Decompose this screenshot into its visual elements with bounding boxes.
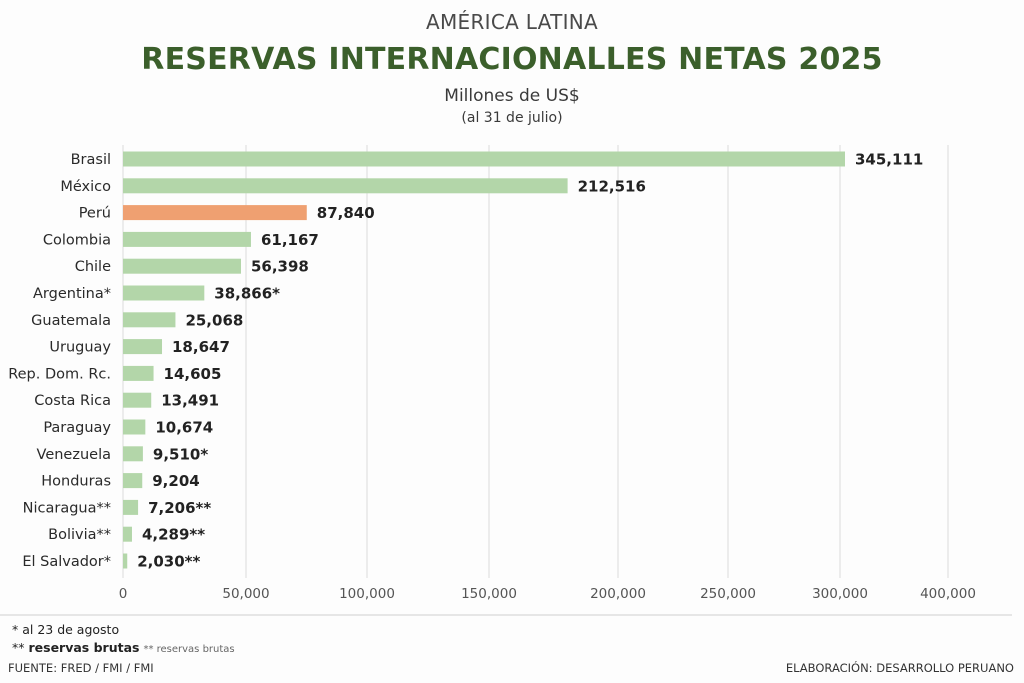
value-label: 7,206**	[148, 499, 211, 517]
footnote-mark: **	[12, 640, 25, 655]
source-note: FUENTE: FRED / FMI / FMI	[8, 661, 154, 675]
value-label: 13,491	[161, 392, 219, 410]
bar-rep-dom-rc	[123, 365, 154, 381]
category-label: Paraguay	[43, 420, 111, 436]
bar-méxico	[123, 178, 568, 194]
x-tick-label: 250,000	[700, 586, 756, 602]
footnote-text: reservas brutas	[28, 640, 140, 655]
value-labels: 345,111 212,516 87,840 61,167 56,398 38,866* 2…	[137, 151, 923, 571]
footnote-double-asterisk: ** reservas brutas ** reservas brutas	[12, 640, 235, 655]
category-label: Venezuela	[37, 447, 111, 463]
bar-brasil	[123, 151, 845, 167]
category-label: México	[60, 179, 111, 195]
category-label: Costa Rica	[34, 393, 111, 409]
value-label: 4,289**	[142, 526, 205, 544]
bar-chart: Brasil México Perú Colombia Chile Argentina* G…	[8, 145, 976, 602]
value-label: 212,516	[578, 177, 646, 195]
value-label: 18,647	[172, 338, 230, 356]
bar-venezuela	[123, 446, 143, 462]
category-label: Chile	[75, 259, 111, 275]
footnote-text-small: ** reservas brutas	[143, 644, 235, 655]
value-label: 10,674	[155, 419, 213, 437]
category-label: Bolivia**	[48, 527, 111, 543]
bar-paraguay	[123, 419, 146, 435]
value-label: 25,068	[185, 311, 243, 329]
bar-chile	[123, 258, 241, 274]
bar-colombia	[123, 231, 251, 247]
category-label: Rep. Dom. Rc.	[8, 366, 111, 382]
chart-date-note: (al 31 de julio)	[461, 110, 563, 126]
value-label: 38,866*	[214, 285, 280, 303]
x-axis-ticks: 0 50,000 100,000 150,000 200,000 250,000 300,0…	[119, 586, 976, 602]
category-label: Guatemala	[31, 313, 111, 329]
footer-divider	[0, 614, 1012, 616]
value-label: 345,111	[855, 151, 923, 169]
value-label: 9,204	[152, 472, 199, 490]
category-labels: Brasil México Perú Colombia Chile Argentina* G…	[8, 152, 111, 570]
x-tick-label: 300,000	[812, 586, 868, 602]
chart-title: RESERVAS INTERNACIONALLES NETAS 2025	[141, 42, 883, 77]
bar-honduras	[123, 473, 143, 489]
chart-kicker: AMÉRICA LATINA	[425, 10, 599, 34]
bars	[123, 151, 845, 569]
category-label: Colombia	[43, 232, 111, 248]
value-label: 56,398	[251, 258, 309, 276]
bar-el-salvador	[123, 553, 128, 569]
x-tick-label: 50,000	[222, 586, 269, 602]
category-label: Honduras	[41, 474, 111, 490]
x-tick-label: 100,000	[339, 586, 395, 602]
credit-note: ELABORACIÓN: DESARROLLO PERUANO	[785, 661, 1014, 675]
value-label: 9,510*	[153, 445, 208, 463]
x-tick-label: 150,000	[461, 586, 517, 602]
value-label: 2,030**	[137, 553, 200, 571]
x-tick-label: 0	[119, 586, 128, 602]
bar-nicaragua	[123, 499, 139, 515]
bar-perú	[123, 205, 307, 221]
value-label: 87,840	[317, 204, 375, 222]
value-label: 61,167	[261, 231, 319, 249]
bar-argentina	[123, 285, 205, 301]
category-label: Argentina*	[33, 286, 111, 302]
x-tick-label: 200,000	[590, 586, 646, 602]
bar-bolivia	[123, 526, 132, 542]
value-label: 14,605	[164, 365, 222, 383]
bar-uruguay	[123, 339, 163, 355]
footnote-single-asterisk: * al 23 de agosto	[12, 622, 120, 637]
bar-costa-rica	[123, 392, 152, 408]
category-label: Nicaragua**	[23, 500, 111, 516]
bar-guatemala	[123, 312, 176, 328]
chart-subtitle: Millones de US$	[444, 86, 580, 106]
category-label: Uruguay	[49, 340, 111, 356]
category-label: Perú	[79, 206, 111, 222]
category-label: Brasil	[71, 152, 111, 168]
x-tick-label: 400,000	[920, 586, 976, 602]
category-label: El Salvador*	[22, 554, 111, 570]
